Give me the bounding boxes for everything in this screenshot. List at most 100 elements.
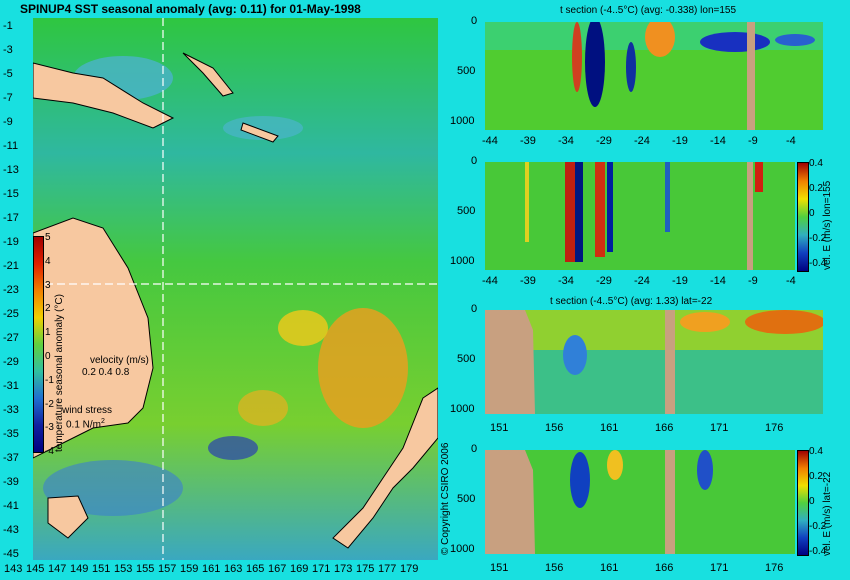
copyright: © Copyright CSIRO 2006: [440, 442, 451, 555]
lon-tick-label: 145: [26, 563, 45, 575]
lon-tick-label: 171: [312, 563, 331, 575]
lon-tick-label: 143: [4, 563, 23, 575]
lon-tick-label: 179: [400, 563, 419, 575]
lat-tick-label: -1: [3, 20, 13, 32]
panel1-title: t section (-4..5°C) (avg: -0.338) lon=15…: [560, 5, 737, 16]
lat-tick-label: -21: [3, 260, 19, 272]
lon-tick-label: 147: [48, 563, 67, 575]
wind-label: wind stress: [62, 405, 113, 416]
warm-anomaly: [238, 390, 288, 426]
panel2-side-label: vel. E (m/s) lon=155: [822, 180, 833, 270]
section-lat-tick-label: -29: [596, 275, 612, 287]
section-lon-tick-label: 151: [490, 422, 509, 434]
lon-tick-label: 167: [268, 563, 287, 575]
colorbar-tick-label: -1: [45, 374, 54, 386]
lat-tick-label: -33: [3, 404, 19, 416]
lat-tick-label: -31: [3, 380, 19, 392]
map-title: SPINUP4 SST seasonal anomaly (avg: 0.11)…: [20, 2, 361, 16]
lat-tick-label: -13: [3, 164, 19, 176]
section-lat-tick-label: -29: [596, 135, 612, 147]
section-lon-tick-label: 176: [765, 422, 784, 434]
depth-tick-label: 0: [471, 303, 478, 315]
section-lat-tick-label: -34: [558, 275, 574, 287]
section-lat-tick-label: -44: [482, 275, 498, 287]
colorbar-title: temperature seasonal anomaly (°C): [54, 294, 65, 452]
wind-scale: 0.1 N/m2: [66, 418, 105, 431]
lon-tick-label: 151: [92, 563, 111, 575]
colorbar-tick-label: 5: [45, 232, 51, 243]
lat-tick-label: -9: [3, 116, 13, 128]
panel1-temp-lon155: [485, 22, 823, 130]
lat-tick-label: -27: [3, 332, 19, 344]
lat-tick-label: -11: [3, 140, 19, 152]
cool-anomaly: [223, 116, 303, 140]
land-tasmania: [47, 495, 89, 539]
lat-tick-label: -17: [3, 212, 19, 224]
section-lon-tick-label: 151: [490, 562, 509, 574]
panel2-vel-lon155: [485, 162, 795, 270]
section-lat-tick-label: -9: [748, 275, 758, 287]
depth-tick-label: 0: [471, 15, 478, 27]
vel-colorbar-tick-label: 0.2: [809, 471, 823, 482]
warm-anomaly: [278, 310, 328, 346]
lat-tick-label: -19: [3, 236, 19, 248]
depth-tick-label: 500: [457, 492, 476, 505]
depth-tick-label: 1000: [450, 402, 475, 415]
lon-tick-label: 163: [224, 563, 243, 575]
vel-colorbar-tick-label: -0.4: [809, 546, 827, 557]
lat-tick-label: -7: [3, 92, 13, 104]
section-lon-tick-label: 161: [600, 422, 619, 434]
colorbar-tick-label: 3: [45, 279, 51, 291]
section-lon-tick-label: 166: [655, 422, 674, 434]
vel-colorbar-tick-label: 0.4: [809, 446, 823, 457]
colorbar-tick-label: 4: [45, 255, 51, 267]
vel-colorbar-tick-label: 0.2: [809, 183, 823, 194]
section-lat-tick-label: -19: [672, 275, 688, 287]
depth-tick-label: 0: [471, 155, 478, 167]
depth-tick-label: 1000: [450, 542, 475, 555]
colorbar-tick-label: 1: [45, 327, 51, 339]
lon-tick-label: 153: [114, 563, 133, 575]
section-lat-tick-label: -14: [710, 275, 726, 287]
temperature-colorbar: [33, 236, 44, 453]
section-lon-tick-label: 156: [545, 422, 564, 434]
land-islands: [182, 52, 234, 97]
lat-tick-label: -35: [3, 428, 19, 440]
lon-tick-label: 175: [356, 563, 375, 575]
land-australia: [33, 217, 154, 459]
lon-tick-label: 157: [158, 563, 177, 575]
section-lon-tick-label: 171: [710, 562, 729, 574]
lon-tick-label: 159: [180, 563, 199, 575]
lon-tick-label: 149: [70, 563, 89, 575]
section-lat-tick-label: -4: [786, 135, 796, 147]
sst-map: [33, 18, 438, 560]
lat-tick-label: -5: [3, 68, 13, 80]
section-lon-tick-label: 176: [765, 562, 784, 574]
panel3-title: t section (-4..5°C) (avg: 1.33) lat=-22: [550, 296, 713, 307]
warm-anomaly: [318, 308, 408, 428]
section-lat-tick-label: -24: [634, 275, 650, 287]
vel-colorbar-2: [797, 450, 809, 556]
vel-colorbar-1: [797, 162, 809, 272]
lat-tick-label: -37: [3, 452, 19, 464]
colorbar-tick-label: 2: [45, 303, 51, 315]
lat-tick-label: -25: [3, 308, 19, 320]
colorbar-tick-label: 0: [45, 351, 51, 362]
section-lat-tick-label: -34: [558, 135, 574, 147]
section-lon-tick-label: 161: [600, 562, 619, 574]
section-lon-tick-label: 156: [545, 562, 564, 574]
lat-tick-label: -43: [3, 524, 19, 536]
land-new-guinea: [33, 62, 175, 129]
lat-tick-label: -15: [3, 188, 19, 200]
lon-tick-label: 169: [290, 563, 309, 575]
vel-colorbar-tick-label: 0: [809, 208, 815, 219]
section-lat-tick-label: -14: [710, 135, 726, 147]
section-lat-tick-label: -39: [520, 275, 536, 287]
section-lat-tick-label: -24: [634, 135, 650, 147]
depth-tick-label: 500: [457, 204, 476, 217]
cool-anomaly: [208, 436, 258, 460]
section-lat-tick-label: -4: [786, 275, 796, 287]
lon-tick-label: 173: [334, 563, 353, 575]
section-lon-tick-label: 171: [710, 422, 729, 434]
panel3-temp-lat-22: [485, 310, 823, 414]
